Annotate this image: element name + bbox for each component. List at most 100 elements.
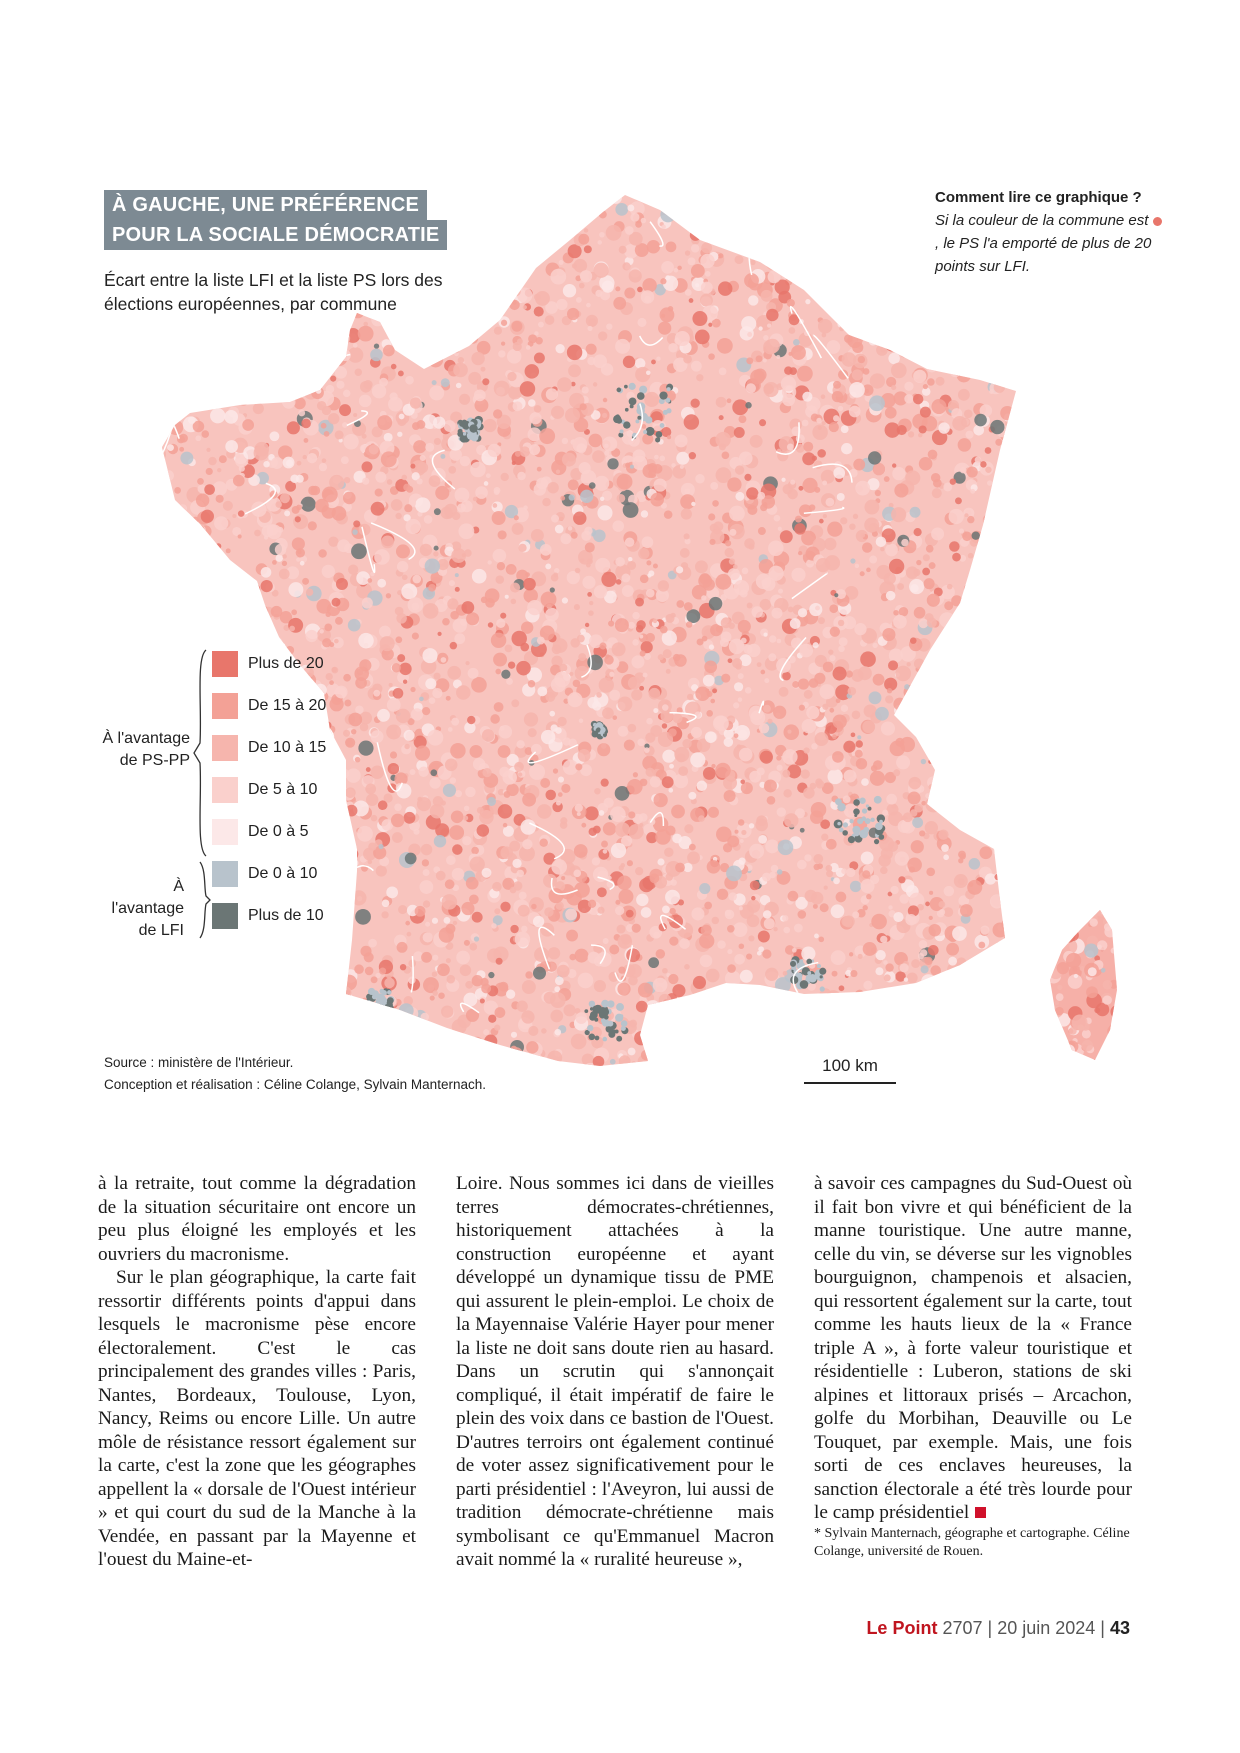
commune-mark xyxy=(750,369,765,385)
commune-mark xyxy=(218,455,227,464)
commune-mark xyxy=(1021,372,1033,384)
commune-mark xyxy=(600,778,609,787)
commune-mark xyxy=(199,371,211,383)
commune-mark xyxy=(921,707,938,724)
commune-mark xyxy=(907,212,920,225)
commune-mark xyxy=(206,447,211,452)
commune-mark xyxy=(162,639,163,645)
commune-mark xyxy=(1021,357,1025,361)
commune-mark xyxy=(660,502,667,509)
commune-mark xyxy=(965,758,970,763)
commune-mark xyxy=(504,269,517,282)
commune-mark xyxy=(316,946,323,953)
commune-mark xyxy=(1002,604,1016,620)
commune-mark xyxy=(949,541,960,552)
commune-mark xyxy=(293,514,309,530)
commune-mark xyxy=(229,607,236,614)
commune-mark xyxy=(640,290,655,304)
commune-mark xyxy=(465,876,479,890)
commune-mark xyxy=(696,638,704,646)
commune-mark xyxy=(1012,954,1016,968)
commune-mark xyxy=(635,597,644,607)
commune-mark xyxy=(956,368,972,383)
commune-mark xyxy=(751,606,763,618)
commune-mark xyxy=(293,366,301,373)
commune-mark xyxy=(930,711,946,726)
commune-mark xyxy=(986,361,1001,376)
commune-mark xyxy=(556,964,570,978)
commune-mark xyxy=(640,1049,652,1061)
commune-mark xyxy=(162,983,164,997)
commune-mark xyxy=(422,869,430,877)
commune-mark xyxy=(238,630,253,645)
commune-mark xyxy=(732,399,749,416)
commune-mark xyxy=(765,967,779,981)
commune-mark xyxy=(890,362,907,379)
commune-mark xyxy=(287,326,302,341)
commune-mark xyxy=(577,749,591,762)
commune-mark xyxy=(795,896,808,910)
commune-mark xyxy=(918,726,934,742)
commune-mark xyxy=(162,405,165,416)
commune-mark xyxy=(816,295,823,301)
commune-mark xyxy=(898,228,908,237)
commune-mark xyxy=(849,382,865,398)
commune-mark xyxy=(522,839,533,850)
commune-mark xyxy=(812,424,828,441)
commune-mark xyxy=(1012,910,1016,926)
commune-mark xyxy=(749,244,760,254)
commune-mark xyxy=(1004,278,1016,292)
commune-mark xyxy=(588,610,594,616)
commune-mark xyxy=(218,600,224,606)
commune-mark xyxy=(973,424,985,436)
commune-mark xyxy=(918,258,926,266)
commune-mark xyxy=(953,1041,964,1053)
commune-mark xyxy=(956,957,967,968)
commune-mark xyxy=(410,252,419,261)
commune-mark xyxy=(561,597,569,604)
commune-mark xyxy=(818,936,825,943)
commune-mark xyxy=(882,809,889,816)
commune-mark xyxy=(279,960,292,972)
commune-mark xyxy=(658,321,672,335)
commune-mark xyxy=(629,201,645,217)
commune-mark xyxy=(718,367,727,376)
commune-mark xyxy=(870,183,879,192)
commune-mark xyxy=(221,983,229,990)
commune-mark xyxy=(283,380,298,395)
commune-mark xyxy=(804,854,812,862)
commune-mark xyxy=(175,524,180,529)
commune-mark xyxy=(822,514,827,519)
commune-mark xyxy=(905,470,921,486)
commune-mark xyxy=(472,243,483,254)
commune-mark xyxy=(642,433,654,445)
commune-mark xyxy=(694,560,708,574)
commune-mark xyxy=(943,854,949,861)
commune-mark xyxy=(514,744,528,758)
commune-mark xyxy=(914,1003,921,1010)
commune-mark xyxy=(640,217,647,224)
commune-mark xyxy=(554,567,560,574)
commune-mark xyxy=(737,673,744,680)
commune-mark xyxy=(790,479,796,485)
commune-mark xyxy=(767,718,773,724)
commune-mark xyxy=(194,605,209,621)
commune-mark xyxy=(284,179,291,186)
commune-mark xyxy=(465,786,476,798)
commune-mark xyxy=(746,487,759,500)
commune-mark xyxy=(456,950,470,965)
commune-mark xyxy=(338,438,343,443)
commune-mark xyxy=(674,434,688,448)
commune-mark xyxy=(441,894,458,910)
commune-mark xyxy=(864,222,870,228)
commune-mark xyxy=(850,732,856,738)
commune-mark xyxy=(831,280,843,293)
commune-mark xyxy=(837,369,849,380)
commune-mark xyxy=(1012,568,1016,580)
commune-mark xyxy=(711,763,716,769)
commune-mark xyxy=(562,226,572,236)
commune-mark xyxy=(548,888,564,904)
commune-mark xyxy=(482,378,490,386)
commune-mark xyxy=(624,287,636,299)
commune-mark xyxy=(824,537,837,551)
